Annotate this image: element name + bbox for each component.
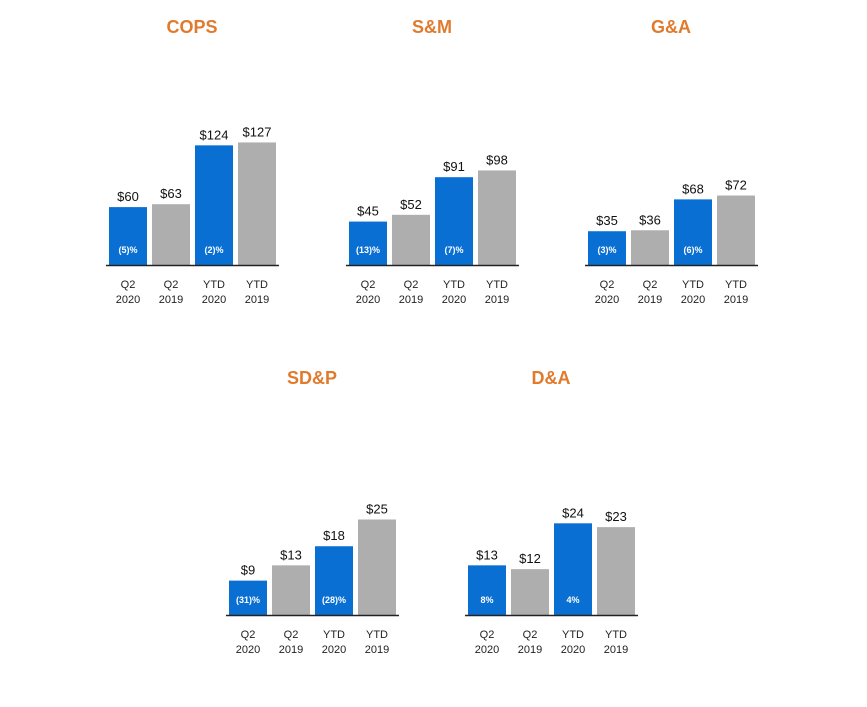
d-and-a-bar-q2-2019	[511, 569, 549, 615]
s-and-m-bar-ytd-2020	[435, 177, 473, 265]
sd-and-p-tick-label: 2019	[365, 644, 389, 656]
s-and-m-tick-label: Q2	[404, 279, 419, 291]
d-and-a-chart-title: D&A	[532, 368, 571, 388]
sd-and-p-tick-label: 2020	[322, 644, 346, 656]
cops-value-label: $60	[117, 189, 139, 204]
s-and-m-tick-label: YTD	[486, 279, 508, 291]
s-and-m-tick-label: 2020	[442, 294, 466, 306]
sd-and-p-value-label: $9	[241, 563, 255, 578]
g-and-a-tick-label: 2020	[681, 294, 705, 306]
cops-value-label: $124	[200, 127, 229, 142]
sd-and-p-tick-label: YTD	[323, 629, 345, 641]
g-and-a-chart-title: G&A	[651, 17, 691, 37]
d-and-a-value-label: $12	[519, 551, 541, 566]
cops-tick-label: 2019	[245, 294, 269, 306]
g-and-a-tick-label: YTD	[725, 279, 747, 291]
g-and-a-bar-ytd-2019	[717, 195, 755, 265]
sd-and-p-tick-label: 2019	[279, 644, 303, 656]
sd-and-p-value-label: $18	[323, 528, 345, 543]
d-and-a-change-label: 4%	[566, 595, 579, 605]
g-and-a-tick-label: 2019	[724, 294, 748, 306]
g-and-a-tick-label: Q2	[600, 279, 615, 291]
g-and-a-value-label: $68	[682, 181, 704, 196]
sd-and-p-bar-q2-2020	[229, 580, 267, 615]
d-and-a-tick-label: YTD	[562, 629, 584, 641]
sd-and-p-bar-ytd-2020	[315, 546, 353, 615]
cops-tick-label: 2020	[116, 294, 140, 306]
d-and-a-change-label: 8%	[480, 595, 493, 605]
sd-and-p-tick-label: YTD	[366, 629, 388, 641]
g-and-a-tick-label: YTD	[682, 279, 704, 291]
d-and-a-tick-label: 2020	[561, 644, 585, 656]
g-and-a-bar-ytd-2020	[674, 199, 712, 265]
s-and-m-change-label: (13)%	[356, 245, 380, 255]
s-and-m-value-label: $91	[443, 159, 465, 174]
s-and-m-bar-q2-2020	[349, 221, 387, 265]
g-and-a-bar-q2-2020	[588, 231, 626, 265]
s-and-m-tick-label: 2020	[356, 294, 380, 306]
g-and-a-value-label: $35	[596, 213, 618, 228]
sd-and-p-tick-label: Q2	[241, 629, 256, 641]
d-and-a-tick-label: YTD	[605, 629, 627, 641]
cops-bar-q2-2020	[109, 207, 147, 265]
s-and-m-bar-q2-2019	[392, 214, 430, 265]
sd-and-p-value-label: $13	[280, 547, 302, 562]
sd-and-p-value-label: $25	[366, 502, 388, 517]
cops-tick-label: YTD	[203, 279, 225, 291]
cops-bar-ytd-2020	[195, 145, 233, 265]
d-and-a-bar-q2-2020	[468, 565, 506, 615]
s-and-m-bar-ytd-2019	[478, 170, 516, 265]
cops-change-label: (5)%	[118, 245, 137, 255]
sd-and-p-chart-title: SD&P	[287, 368, 337, 388]
d-and-a-value-label: $24	[562, 505, 584, 520]
cops-tick-label: Q2	[164, 279, 179, 291]
cops-tick-label: Q2	[121, 279, 136, 291]
s-and-m-tick-label: 2019	[485, 294, 509, 306]
sd-and-p-bar-ytd-2019	[358, 519, 396, 615]
s-and-m-tick-label: 2019	[399, 294, 423, 306]
sd-and-p-bar-q2-2019	[272, 565, 310, 615]
d-and-a-bar-ytd-2019	[597, 527, 635, 615]
d-and-a-value-label: $13	[476, 547, 498, 562]
g-and-a-bar-q2-2019	[631, 230, 669, 265]
cops-tick-label: 2020	[202, 294, 226, 306]
g-and-a-change-label: (6)%	[683, 245, 702, 255]
g-and-a-value-label: $72	[725, 178, 747, 193]
sd-and-p-tick-label: Q2	[284, 629, 299, 641]
cops-chart-title: COPS	[166, 17, 217, 37]
s-and-m-value-label: $45	[357, 204, 379, 219]
cops-tick-label: YTD	[246, 279, 268, 291]
cops-value-label: $63	[160, 186, 182, 201]
d-and-a-value-label: $23	[605, 509, 627, 524]
cops-value-label: $127	[243, 124, 272, 139]
d-and-a-tick-label: 2019	[518, 644, 542, 656]
d-and-a-bar-ytd-2020	[554, 523, 592, 615]
g-and-a-change-label: (3)%	[597, 245, 616, 255]
sd-and-p-tick-label: 2020	[236, 644, 260, 656]
cops-bar-ytd-2019	[238, 142, 276, 265]
s-and-m-tick-label: Q2	[361, 279, 376, 291]
d-and-a-tick-label: Q2	[523, 629, 538, 641]
sd-and-p-change-label: (28)%	[322, 595, 346, 605]
s-and-m-chart-title: S&M	[412, 17, 452, 37]
s-and-m-change-label: (7)%	[444, 245, 463, 255]
cops-tick-label: 2019	[159, 294, 183, 306]
cops-change-label: (2)%	[204, 245, 223, 255]
s-and-m-value-label: $52	[400, 197, 422, 212]
d-and-a-tick-label: 2019	[604, 644, 628, 656]
s-and-m-tick-label: YTD	[443, 279, 465, 291]
d-and-a-tick-label: Q2	[480, 629, 495, 641]
sd-and-p-change-label: (31)%	[236, 595, 260, 605]
g-and-a-tick-label: Q2	[643, 279, 658, 291]
cops-bar-q2-2019	[152, 204, 190, 265]
g-and-a-tick-label: 2019	[638, 294, 662, 306]
s-and-m-value-label: $98	[486, 152, 508, 167]
g-and-a-value-label: $36	[639, 212, 661, 227]
d-and-a-tick-label: 2020	[475, 644, 499, 656]
g-and-a-tick-label: 2020	[595, 294, 619, 306]
